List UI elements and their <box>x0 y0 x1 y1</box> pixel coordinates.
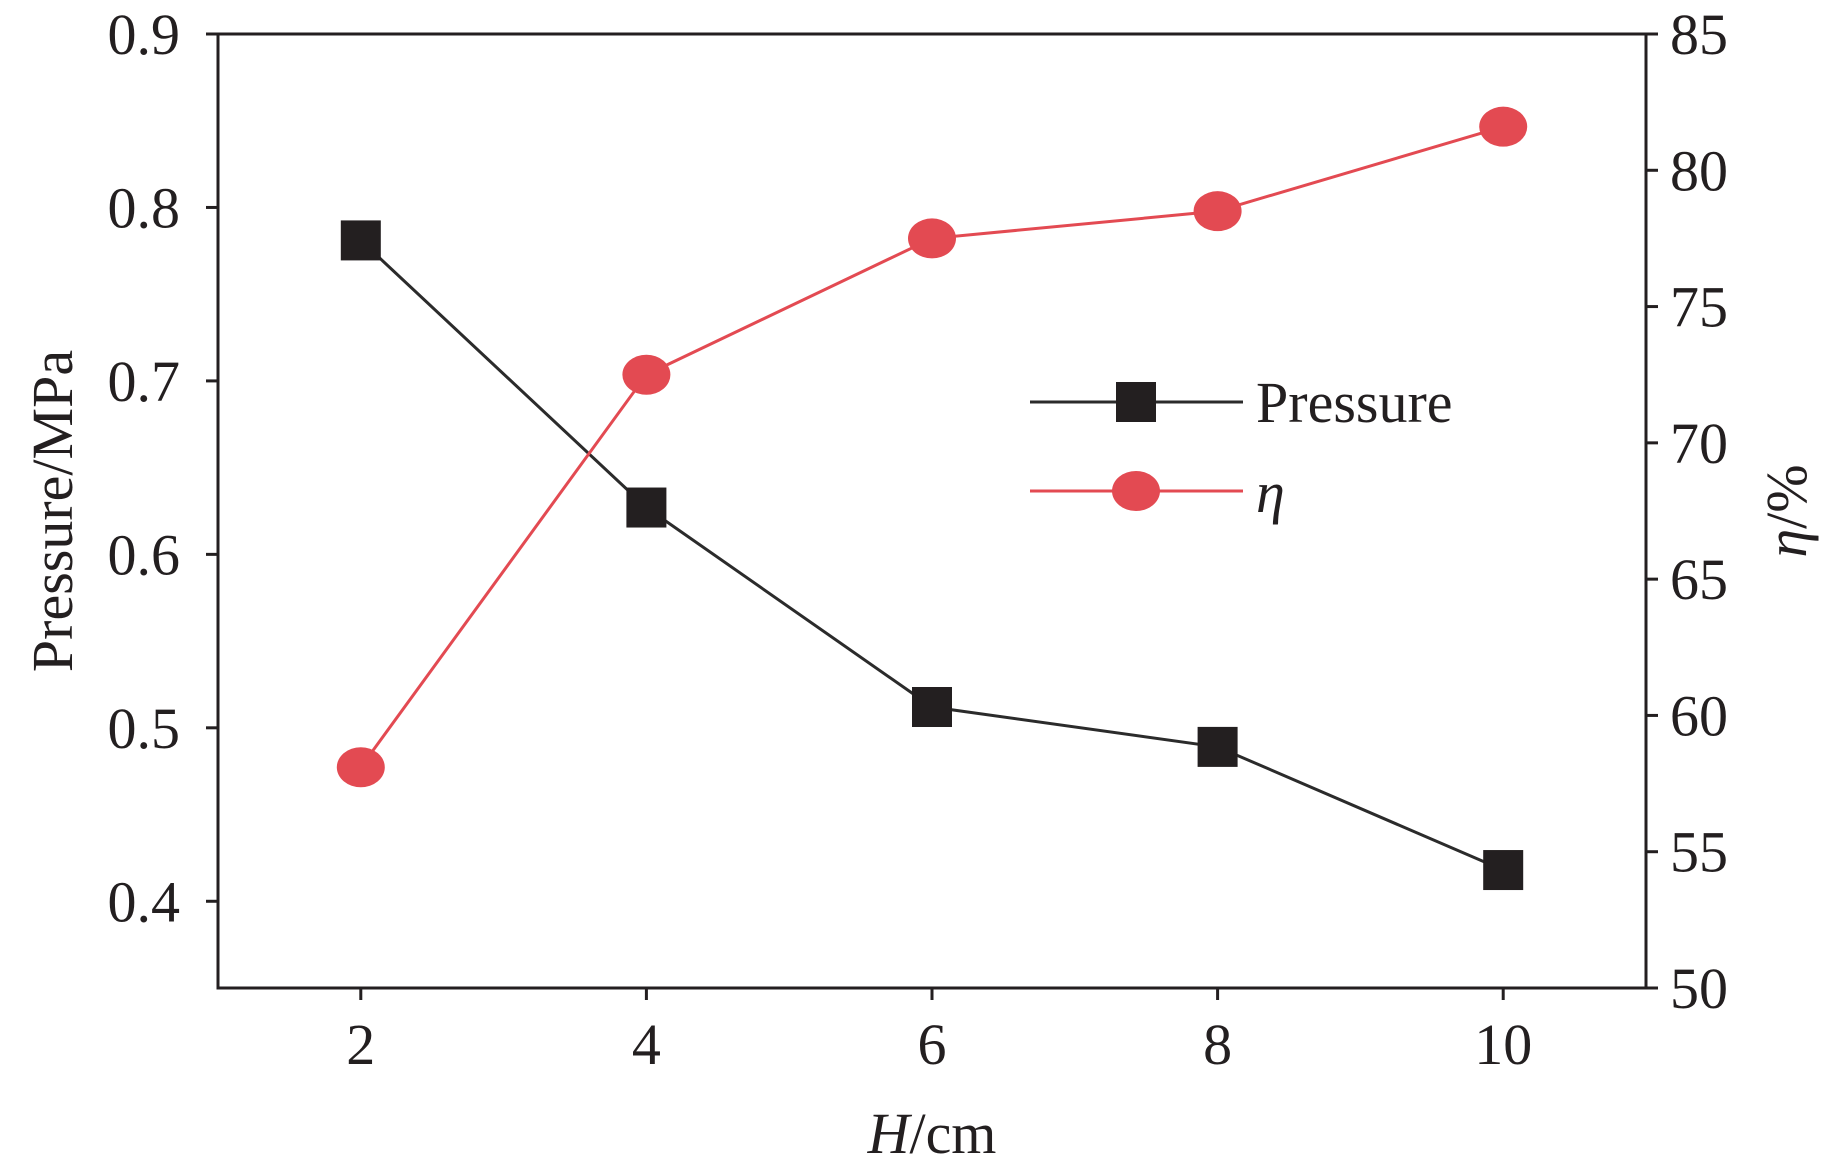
x-tick-label: 8 <box>1203 1012 1232 1077</box>
right-axis-title-unit: /% <box>1754 464 1819 528</box>
right-tick-label: 80 <box>1670 138 1728 203</box>
data-point-eta <box>1479 106 1528 147</box>
right-axis-ticks: 50 55 60 65 70 75 80 85 <box>1646 2 1728 1021</box>
right-tick-label: 55 <box>1670 820 1728 885</box>
data-point-pressure <box>626 487 667 528</box>
data-point-eta <box>336 747 385 788</box>
left-tick-label: 0.7 <box>108 349 181 414</box>
x-axis-title: H/cm <box>867 1101 997 1165</box>
data-point-eta <box>622 354 671 395</box>
right-tick-label: 50 <box>1670 956 1728 1021</box>
right-tick-label: 70 <box>1670 411 1728 476</box>
data-point-pressure <box>912 687 952 728</box>
right-tick-label: 65 <box>1670 547 1728 612</box>
legend-marker-pressure <box>1116 382 1156 422</box>
x-tick-label: 10 <box>1474 1012 1532 1077</box>
right-tick-label: 85 <box>1670 2 1728 67</box>
left-tick-label: 0.5 <box>108 696 181 761</box>
data-point-eta <box>1193 191 1242 232</box>
left-tick-label: 0.6 <box>108 522 181 587</box>
left-tick-label: 0.8 <box>108 175 181 240</box>
right-axis-title-variable: η <box>1754 529 1819 558</box>
right-axis-title: η/% <box>1754 464 1819 557</box>
left-tick-label: 0.4 <box>108 869 181 934</box>
left-tick-label: 0.9 <box>108 2 181 67</box>
plot-frame <box>216 32 1648 990</box>
left-axis-title: Pressure/MPa <box>20 350 85 672</box>
legend-label-eta: η <box>1256 460 1285 525</box>
x-tick-label: 2 <box>346 1012 375 1077</box>
data-point-pressure <box>340 220 381 261</box>
right-tick-label: 60 <box>1670 683 1728 748</box>
data-point-pressure <box>1197 726 1238 767</box>
legend-label-pressure: Pressure <box>1256 370 1453 435</box>
legend: Pressure η <box>1030 370 1453 525</box>
x-axis-title-unit: /cm <box>909 1101 996 1165</box>
data-point-pressure <box>1483 850 1524 891</box>
left-axis-ticks: 0.4 0.5 0.6 0.7 0.8 0.9 <box>108 2 218 934</box>
series-line-pressure <box>359 239 1504 872</box>
x-tick-label: 6 <box>918 1012 947 1077</box>
data-point-eta <box>908 218 956 259</box>
x-axis-title-variable: H <box>867 1101 913 1165</box>
x-axis-ticks: 2 4 6 8 10 <box>346 988 1532 1077</box>
x-tick-label: 4 <box>632 1012 661 1077</box>
right-tick-label: 75 <box>1670 275 1728 340</box>
series-layer <box>336 106 1528 891</box>
legend-marker-eta <box>1112 471 1160 511</box>
